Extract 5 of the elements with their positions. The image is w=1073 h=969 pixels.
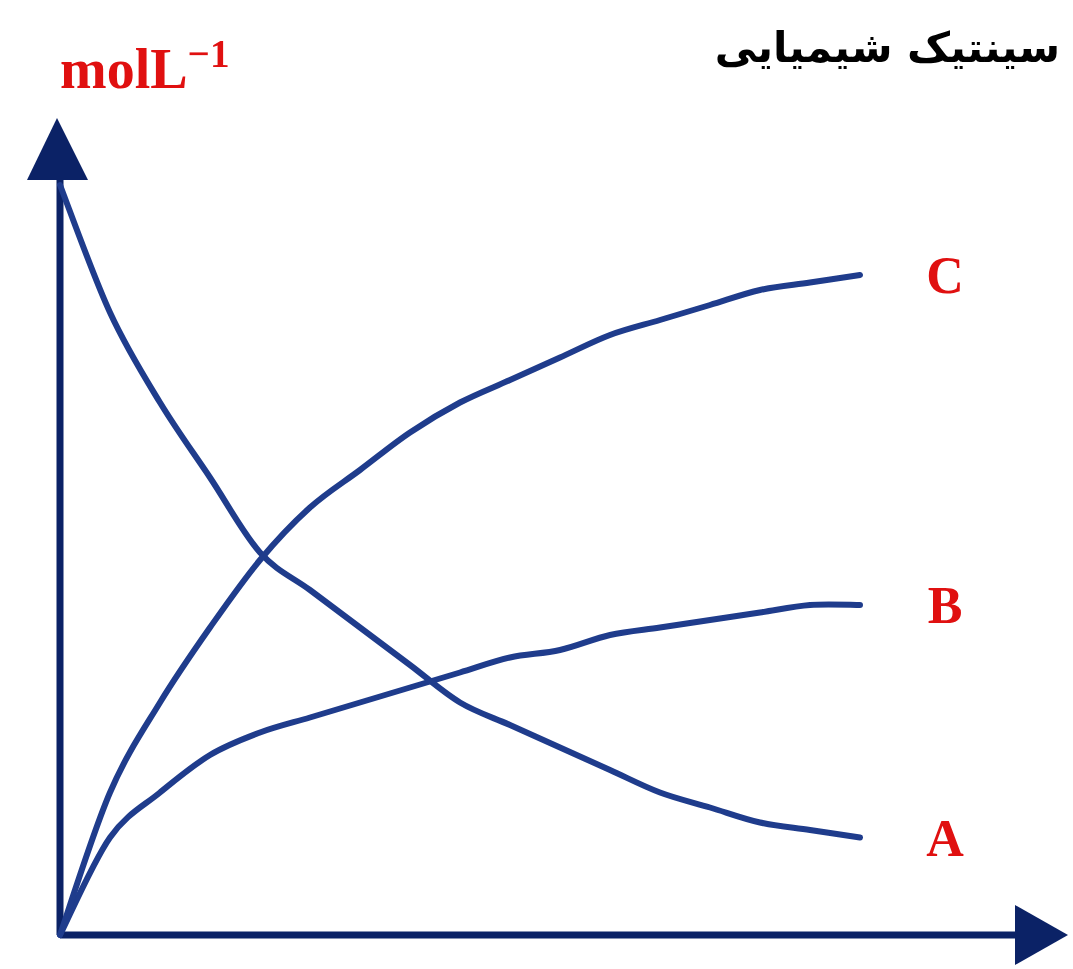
series-label: B xyxy=(927,577,963,634)
chart-title: سینتیک شیمیایی xyxy=(714,23,1060,72)
series-label: C xyxy=(926,247,964,304)
y-axis-title: molL$^{−1}$ xyxy=(60,31,230,100)
series-label: A xyxy=(926,809,965,867)
